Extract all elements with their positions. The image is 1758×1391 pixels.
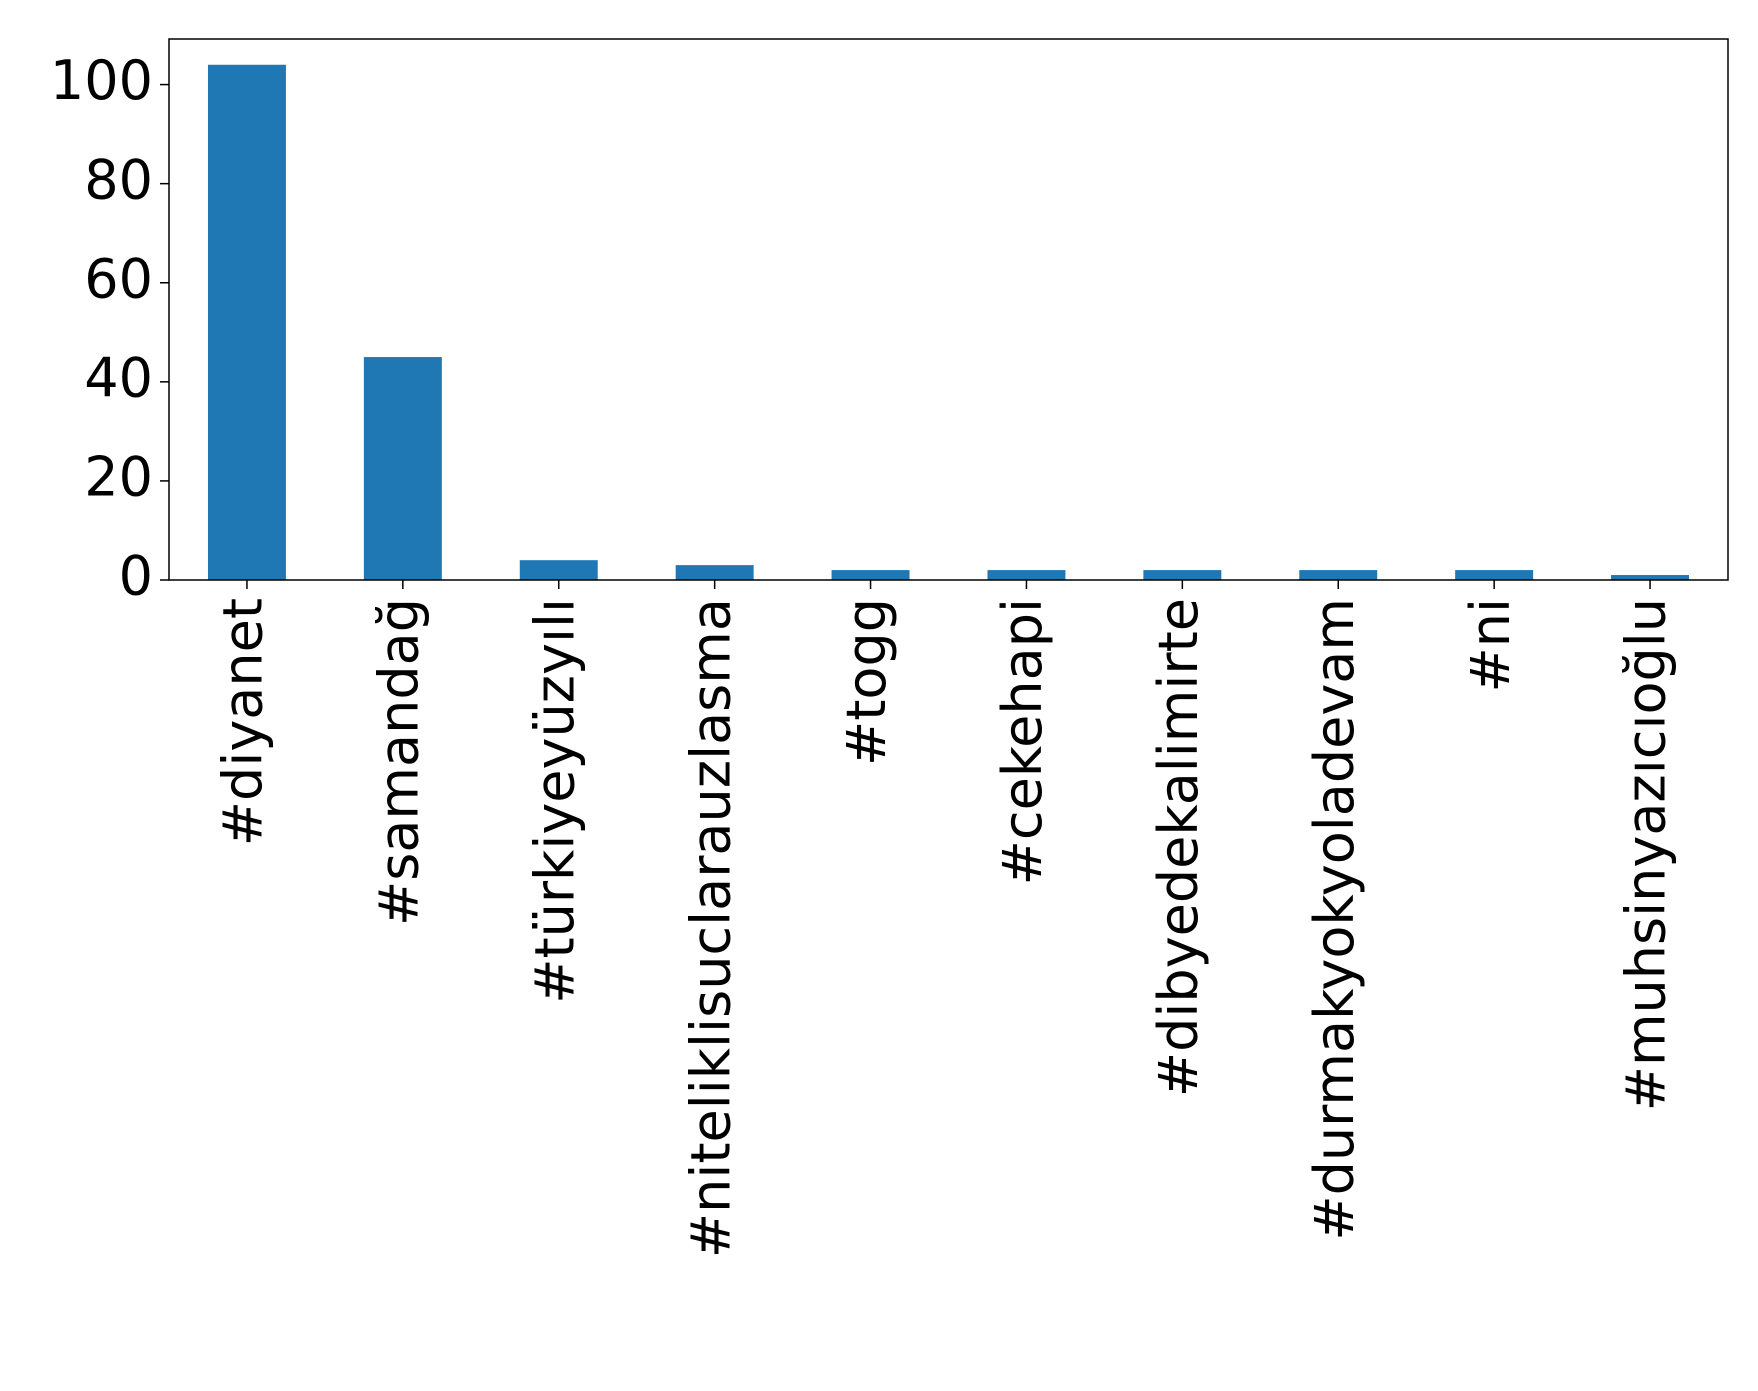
y-tick-label: 80 <box>84 148 153 211</box>
bar <box>519 560 598 580</box>
x-tick-label: #türkiyeyüzyılı <box>523 598 586 1004</box>
y-tick-label: 60 <box>84 247 153 310</box>
x-tick-label: #muhsinyazıcıoğlu <box>1615 598 1678 1111</box>
y-tick-label: 20 <box>84 446 153 509</box>
x-tick-label: #samandağ <box>367 598 430 926</box>
bar <box>363 357 442 580</box>
x-tick-label: #diyanet <box>212 598 275 846</box>
y-tick-label: 0 <box>119 545 153 608</box>
bar <box>987 570 1066 580</box>
x-tick-label: #durmakyokyoladevam <box>1303 598 1366 1241</box>
bar <box>1299 570 1378 580</box>
x-tick-label: #ni <box>1459 598 1522 692</box>
x-tick-label: #niteliklisuclarauzlasma <box>679 598 742 1258</box>
x-tick-label: #cekehapi <box>991 598 1054 885</box>
y-tick-label: 100 <box>50 49 153 112</box>
axes-frame <box>168 38 1729 581</box>
x-tick-label: #togg <box>835 598 898 766</box>
x-tick-label: #dibyedekalimirte <box>1147 598 1210 1097</box>
bar <box>207 64 286 580</box>
bar <box>1611 575 1690 580</box>
bar <box>675 565 754 580</box>
bar <box>1455 570 1534 580</box>
y-tick-label: 40 <box>84 346 153 409</box>
bar <box>1143 570 1222 580</box>
bar <box>831 570 910 580</box>
